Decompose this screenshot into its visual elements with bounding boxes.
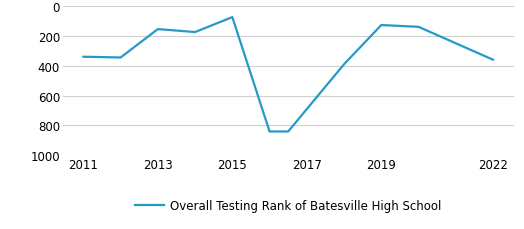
Line: Overall Testing Rank of Batesville High School: Overall Testing Rank of Batesville High … <box>83 18 493 132</box>
Overall Testing Rank of Batesville High School <box>378 25 385 27</box>
Overall Testing Rank of Batesville High School <box>266 131 272 133</box>
Overall Testing Rank of Batesville High School <box>229 17 235 19</box>
Overall Testing Rank of Batesville High School <box>155 29 161 31</box>
Overall Testing Rank of Batesville High School <box>80 56 86 59</box>
Legend: Overall Testing Rank of Batesville High School: Overall Testing Rank of Batesville High … <box>130 194 446 217</box>
Overall Testing Rank of Batesville High School <box>117 57 124 60</box>
Overall Testing Rank of Batesville High School <box>285 131 291 133</box>
Overall Testing Rank of Batesville High School <box>192 32 198 34</box>
Overall Testing Rank of Batesville High School <box>416 26 422 29</box>
Overall Testing Rank of Batesville High School <box>490 59 496 62</box>
Overall Testing Rank of Batesville High School <box>341 63 347 66</box>
